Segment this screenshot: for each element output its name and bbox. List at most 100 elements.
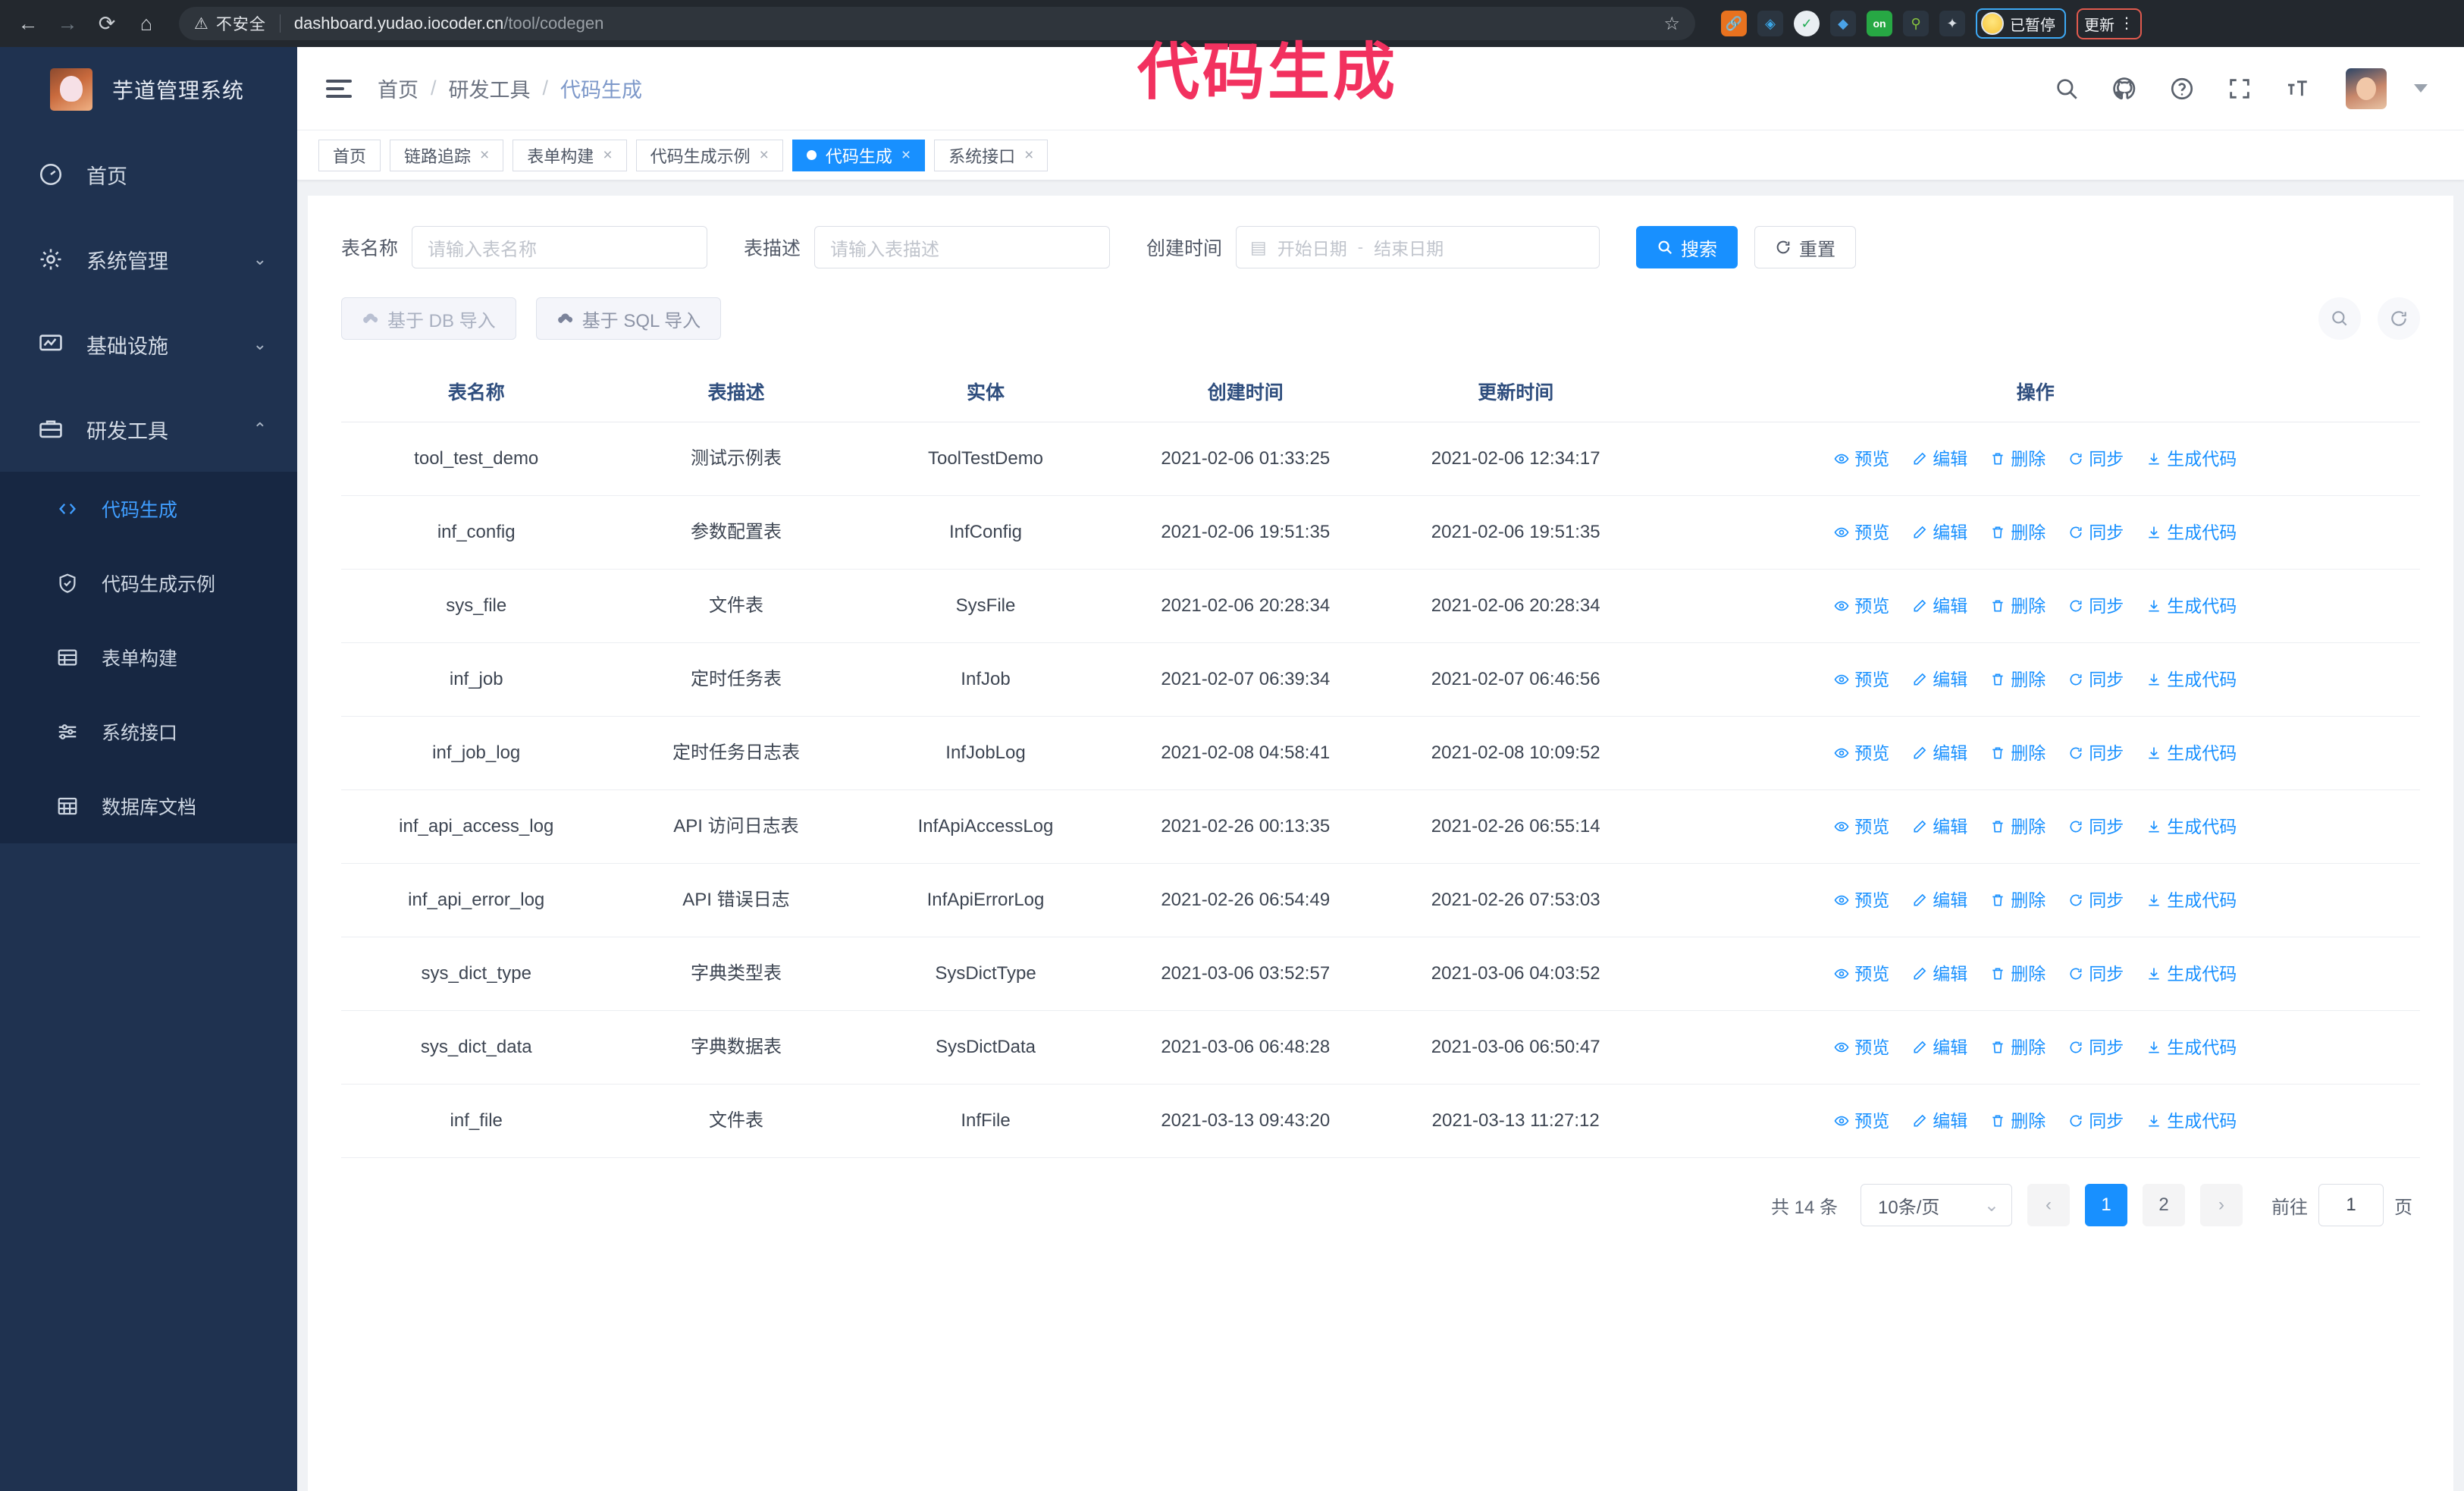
op-eye-link[interactable]: 预览 <box>1834 814 1889 840</box>
tab-codegen[interactable]: 代码生成 × <box>792 139 926 171</box>
op-sync-link[interactable]: 同步 <box>2068 667 2124 693</box>
op-pencil-link[interactable]: 编辑 <box>1912 961 1967 987</box>
extension-icon-on-toggle[interactable]: on <box>1867 11 1892 36</box>
sidebar-item-system-api[interactable]: 系统接口 <box>0 695 297 769</box>
close-icon[interactable]: × <box>1024 146 1034 164</box>
op-eye-link[interactable]: 预览 <box>1834 740 1889 767</box>
op-trash-link[interactable]: 删除 <box>1990 667 2045 693</box>
extension-icon-diamond[interactable]: ◆ <box>1830 11 1856 36</box>
op-sync-link[interactable]: 同步 <box>2068 1108 2124 1135</box>
op-download-link[interactable]: 生成代码 <box>2146 740 2237 767</box>
help-icon[interactable] <box>2167 74 2197 104</box>
op-trash-link[interactable]: 删除 <box>1990 740 2045 767</box>
home-button[interactable]: ⌂ <box>129 6 164 41</box>
github-icon[interactable] <box>2109 74 2140 104</box>
op-pencil-link[interactable]: 编辑 <box>1912 814 1967 840</box>
op-pencil-link[interactable]: 编辑 <box>1912 1034 1967 1061</box>
extension-icon-green-key[interactable]: ⚲ <box>1903 11 1929 36</box>
op-trash-link[interactable]: 删除 <box>1990 446 2045 472</box>
bookmark-star-icon[interactable]: ☆ <box>1663 13 1680 34</box>
next-page-button[interactable]: › <box>2200 1184 2243 1226</box>
op-pencil-link[interactable]: 编辑 <box>1912 667 1967 693</box>
op-sync-link[interactable]: 同步 <box>2068 740 2124 767</box>
search-icon[interactable] <box>2052 74 2082 104</box>
op-sync-link[interactable]: 同步 <box>2068 887 2124 914</box>
sidebar-item-system-management[interactable]: 系统管理 ⌄ <box>0 217 297 302</box>
op-download-link[interactable]: 生成代码 <box>2146 1034 2237 1061</box>
extension-icon-puzzle[interactable]: ✦ <box>1939 11 1965 36</box>
update-button[interactable]: 更新 ⋮ <box>2077 8 2142 39</box>
sidebar-item-infrastructure[interactable]: 基础设施 ⌄ <box>0 302 297 387</box>
op-pencil-link[interactable]: 编辑 <box>1912 887 1967 914</box>
avatar[interactable] <box>2346 67 2387 109</box>
jump-page-input[interactable]: 1 <box>2318 1184 2384 1226</box>
tab-home[interactable]: 首页 <box>318 139 381 171</box>
page-button-1[interactable]: 1 <box>2085 1184 2127 1226</box>
import-sql-button[interactable]: 基于 SQL 导入 <box>535 297 722 340</box>
search-button[interactable]: 搜索 <box>1636 226 1738 268</box>
close-icon[interactable]: × <box>759 146 769 164</box>
op-pencil-link[interactable]: 编辑 <box>1912 1108 1967 1135</box>
extension-icon-orange-link[interactable]: 🔗 <box>1721 11 1747 36</box>
table-desc-input[interactable]: 请输入表描述 <box>814 226 1111 268</box>
op-eye-link[interactable]: 预览 <box>1834 446 1889 472</box>
op-trash-link[interactable]: 删除 <box>1990 887 2045 914</box>
search-round-icon[interactable] <box>2318 297 2361 340</box>
fullscreen-icon[interactable] <box>2224 74 2255 104</box>
op-eye-link[interactable]: 预览 <box>1834 1034 1889 1061</box>
close-icon[interactable]: × <box>480 146 490 164</box>
op-eye-link[interactable]: 预览 <box>1834 519 1889 546</box>
op-trash-link[interactable]: 删除 <box>1990 1034 2045 1061</box>
op-download-link[interactable]: 生成代码 <box>2146 667 2237 693</box>
op-sync-link[interactable]: 同步 <box>2068 593 2124 620</box>
breadcrumb-item-dev-tools[interactable]: 研发工具 <box>448 79 531 102</box>
tab-trace[interactable]: 链路追踪 × <box>390 139 504 171</box>
profile-paused-button[interactable]: 已暂停 <box>1976 8 2066 39</box>
brand-logo-block[interactable]: 芋道管理系统 <box>0 47 297 132</box>
sidebar-item-form-builder[interactable]: 表单构建 <box>0 620 297 695</box>
extension-icon-blue-pin[interactable]: ◈ <box>1757 11 1783 36</box>
sidebar-item-database-docs[interactable]: 数据库文档 <box>0 769 297 843</box>
op-trash-link[interactable]: 删除 <box>1990 961 2045 987</box>
reload-button[interactable]: ⟳ <box>89 6 124 41</box>
op-eye-link[interactable]: 预览 <box>1834 1108 1889 1135</box>
sidebar-item-dev-tools[interactable]: 研发工具 ⌃ <box>0 387 297 472</box>
address-bar[interactable]: ⚠ 不安全 dashboard.yudao.iocoder.cn/tool/co… <box>179 7 1695 40</box>
tab-form-builder[interactable]: 表单构建 × <box>513 139 627 171</box>
op-pencil-link[interactable]: 编辑 <box>1912 740 1967 767</box>
op-eye-link[interactable]: 预览 <box>1834 961 1889 987</box>
refresh-round-icon[interactable] <box>2378 297 2420 340</box>
page-button-2[interactable]: 2 <box>2143 1184 2185 1226</box>
op-trash-link[interactable]: 删除 <box>1990 1108 2045 1135</box>
op-pencil-link[interactable]: 编辑 <box>1912 593 1967 620</box>
sidebar-item-codegen-demo[interactable]: 代码生成示例 <box>0 546 297 620</box>
op-download-link[interactable]: 生成代码 <box>2146 593 2237 620</box>
sidebar-item-home[interactable]: 首页 <box>0 132 297 217</box>
chrome-menu-icon[interactable]: ⋮ <box>2119 14 2134 32</box>
op-download-link[interactable]: 生成代码 <box>2146 814 2237 840</box>
op-pencil-link[interactable]: 编辑 <box>1912 519 1967 546</box>
op-pencil-link[interactable]: 编辑 <box>1912 446 1967 472</box>
op-trash-link[interactable]: 删除 <box>1990 814 2045 840</box>
op-trash-link[interactable]: 删除 <box>1990 519 2045 546</box>
font-size-icon[interactable] <box>2282 74 2312 104</box>
op-download-link[interactable]: 生成代码 <box>2146 519 2237 546</box>
op-sync-link[interactable]: 同步 <box>2068 446 2124 472</box>
create-time-range-picker[interactable]: ▤ 开始日期 - 结束日期 <box>1236 226 1600 268</box>
op-download-link[interactable]: 生成代码 <box>2146 961 2237 987</box>
back-button[interactable]: ← <box>11 6 45 41</box>
import-db-button[interactable]: 基于 DB 导入 <box>341 297 516 340</box>
op-eye-link[interactable]: 预览 <box>1834 887 1889 914</box>
forward-button[interactable]: → <box>50 6 85 41</box>
tab-codegen-demo[interactable]: 代码生成示例 × <box>635 139 783 171</box>
op-eye-link[interactable]: 预览 <box>1834 667 1889 693</box>
op-download-link[interactable]: 生成代码 <box>2146 887 2237 914</box>
sidebar-toggle-icon[interactable] <box>326 79 352 98</box>
op-sync-link[interactable]: 同步 <box>2068 1034 2124 1061</box>
prev-page-button[interactable]: ‹ <box>2027 1184 2070 1226</box>
op-sync-link[interactable]: 同步 <box>2068 814 2124 840</box>
chevron-down-icon[interactable] <box>2414 84 2428 93</box>
op-sync-link[interactable]: 同步 <box>2068 961 2124 987</box>
close-icon[interactable]: × <box>603 146 613 164</box>
table-name-input[interactable]: 请输入表名称 <box>412 226 708 268</box>
